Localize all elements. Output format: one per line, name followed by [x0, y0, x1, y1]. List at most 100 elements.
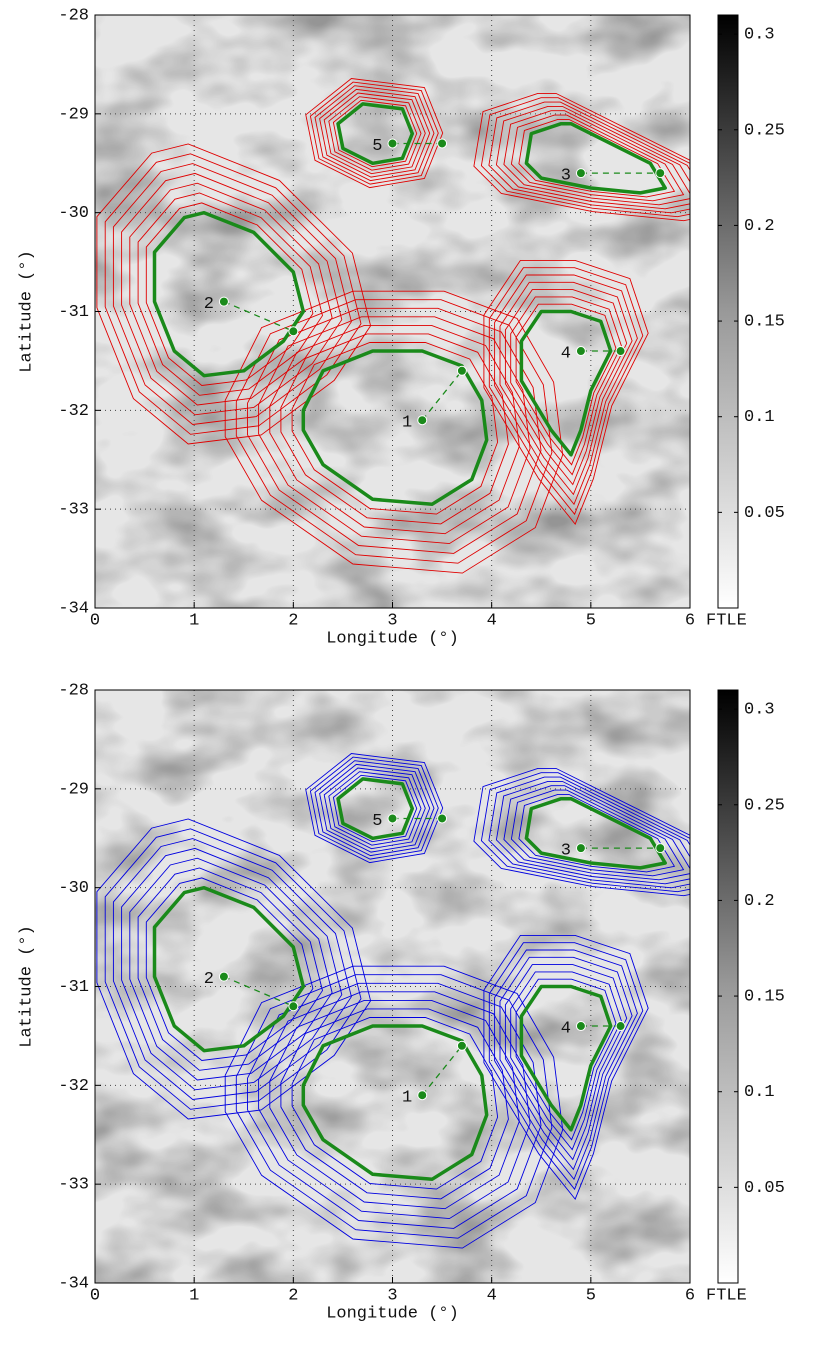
eddy-point	[456, 365, 467, 376]
colorbar-tick-label: 0.3	[744, 26, 775, 45]
y-tick-label: -31	[58, 303, 89, 322]
streamline	[309, 81, 439, 185]
streamline	[280, 333, 509, 525]
y-tick-label: -29	[58, 780, 89, 799]
streamline	[112, 838, 352, 1100]
plot-area	[95, 15, 690, 608]
y-tick-label: -30	[58, 879, 89, 898]
streamline	[488, 776, 690, 889]
panel: 0 1 2 3 4 5 6 -34 -33 -32 -31 -30 -29 -28 1 2 3 4 5 Longitu…	[17, 681, 784, 1323]
x-tick-label: 5	[586, 611, 596, 630]
eddy-label: 4	[561, 345, 571, 364]
streamline	[104, 828, 362, 1110]
y-tick-label: -32	[58, 1077, 89, 1096]
eddy-point	[288, 326, 299, 337]
streamline	[515, 978, 617, 1141]
eddy-label: 2	[204, 970, 214, 989]
streamline	[121, 172, 343, 416]
x-tick-label: 3	[387, 611, 397, 630]
streamline	[145, 877, 314, 1061]
eddy-point	[288, 1001, 299, 1012]
streamline	[504, 964, 628, 1161]
eddy-center	[417, 415, 428, 426]
streamline	[518, 793, 676, 873]
streamline	[483, 934, 649, 1200]
streamline	[480, 97, 690, 218]
streamline	[309, 756, 439, 860]
streamline	[305, 78, 444, 189]
x-tick-label: 6	[685, 1286, 695, 1305]
eddy-point	[615, 1021, 626, 1032]
eddy-point	[615, 346, 626, 357]
streamline	[473, 767, 690, 897]
streamline	[515, 303, 617, 466]
eddy-center	[387, 138, 398, 149]
eddy-center	[218, 971, 229, 982]
eddy-center	[575, 346, 586, 357]
streamline	[319, 763, 431, 853]
eddy-boundary	[524, 121, 667, 195]
eddy-center	[575, 843, 586, 854]
plot-area	[95, 690, 690, 1283]
colorbar-tick-label: 0.2	[744, 892, 775, 911]
y-tick-label: -30	[58, 204, 89, 223]
colorbar	[717, 14, 739, 609]
eddy-boundary	[301, 349, 489, 506]
eddy-center	[218, 296, 229, 307]
eddy-label: 2	[204, 295, 214, 314]
streamline	[510, 114, 685, 202]
y-tick-label: -28	[58, 6, 89, 25]
x-tick-label: 5	[586, 1286, 596, 1305]
eddy-link	[223, 301, 294, 332]
streamline	[510, 971, 622, 1151]
eddy-boundary	[519, 309, 613, 457]
colorbar-tick-label: 0.2	[744, 217, 775, 236]
streamline	[258, 316, 531, 545]
eddy-label: 3	[561, 842, 571, 861]
x-tick-label: 3	[387, 1286, 397, 1305]
colorbar-tick-label: 0.25	[744, 121, 785, 140]
x-tick-label: 1	[189, 611, 199, 630]
streamline	[319, 88, 431, 178]
streamline	[495, 105, 690, 210]
x-tick-label: 4	[487, 611, 497, 630]
x-axis-label: Longitude (°)	[326, 1304, 459, 1323]
streamline	[499, 281, 633, 496]
streamline	[305, 753, 444, 864]
streamline	[137, 192, 323, 396]
eddy-label: 3	[561, 167, 571, 186]
streamline	[291, 342, 499, 515]
eddy-link	[223, 976, 294, 1007]
y-tick-label: -31	[58, 978, 89, 997]
x-tick-label: 1	[189, 1286, 199, 1305]
colorbar-label: FTLE	[706, 1286, 747, 1305]
eddy-label: 1	[402, 1089, 412, 1108]
streamline	[332, 99, 418, 168]
streamline	[328, 96, 422, 171]
streamline	[488, 942, 644, 1191]
streamline	[104, 153, 362, 435]
streamline	[247, 307, 542, 554]
streamline	[314, 85, 435, 182]
streamline	[504, 289, 628, 486]
x-tick-label: 2	[288, 1286, 298, 1305]
eddy-point	[437, 138, 448, 149]
eddy-center	[575, 1021, 586, 1032]
y-tick-label: -32	[58, 402, 89, 421]
plot-frame	[94, 689, 691, 1284]
streamline	[112, 163, 352, 425]
streamline	[258, 991, 531, 1220]
streamline	[503, 110, 690, 206]
eddy-point	[655, 843, 666, 854]
y-axis-label: Latitude (°)	[17, 250, 36, 372]
streamline	[494, 274, 638, 506]
y-tick-label: -34	[58, 599, 89, 618]
y-tick-label: -29	[58, 105, 89, 124]
eddy-point	[456, 1040, 467, 1051]
y-tick-label: -33	[58, 1176, 89, 1195]
eddy-point	[437, 813, 448, 824]
x-tick-label: 6	[685, 611, 695, 630]
eddy-boundary	[524, 796, 667, 870]
x-axis-label: Longitude (°)	[326, 629, 459, 648]
